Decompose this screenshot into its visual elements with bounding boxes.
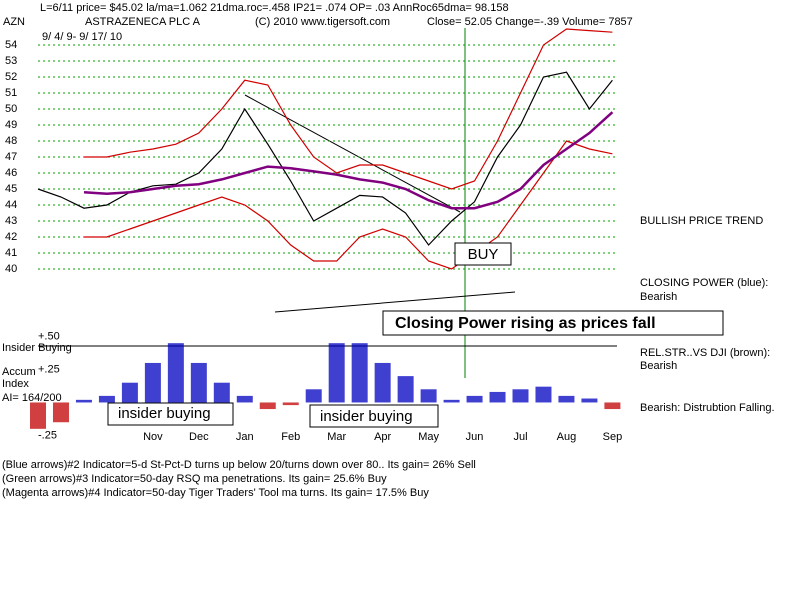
y-tick-label: 40: [5, 263, 17, 275]
y-tick-label: 51: [5, 87, 17, 99]
x-tick-label: Jun: [466, 431, 484, 443]
y-tick-label: 45: [5, 183, 17, 195]
trendline: [244, 94, 461, 213]
cp-title: CLOSING POWER (blue):: [640, 277, 768, 289]
note-box: [107, 402, 234, 426]
trend-label: BULLISH PRICE TREND: [640, 215, 763, 227]
dist-label: Bearish: Distrubtion Falling.: [640, 402, 775, 414]
trendline: [274, 291, 516, 313]
accum-bar: [213, 382, 230, 403]
accum-bar: [489, 391, 506, 403]
accum-bar: [604, 402, 621, 410]
date-range: 9/ 4/ 9- 9/ 17/ 10: [42, 31, 122, 43]
accum-bar: [30, 402, 46, 429]
accum-bar: [397, 376, 414, 403]
accum-bar: [420, 389, 437, 403]
footer-line: (Green arrows)#3 Indicator=50-day RSQ ma…: [2, 473, 387, 485]
x-tick-label: Jan: [236, 431, 254, 443]
accum-bar: [581, 398, 598, 403]
insider-label: Insider Buying: [2, 342, 72, 354]
y-tick-label: 49: [5, 119, 17, 131]
x-tick-label: Sep: [603, 431, 623, 443]
plots: 40 41 42 43 44 45 46 47 48 49 50 51 52 53 54 +.50 +.25 -.…: [5, 28, 623, 443]
accum-bar: [512, 389, 529, 403]
accum-bar: [236, 395, 253, 403]
rs-title: REL.STR..VS DJI (brown):: [640, 347, 770, 359]
accum-bar: [282, 402, 299, 406]
x-tick-label: Feb: [281, 431, 300, 443]
cp-note: Closing Power rising as prices fall: [395, 315, 656, 332]
x-tick-label: May: [418, 431, 439, 443]
accum-bar: [167, 343, 184, 403]
x-tick-label: Dec: [189, 431, 209, 443]
y-tick-label: 54: [5, 39, 17, 51]
accum-bar: [52, 402, 69, 423]
insider-note: insider buying: [320, 408, 413, 425]
y-tick-label: 44: [5, 199, 17, 211]
price-line: [84, 28, 613, 190]
y-tick-label: 48: [5, 135, 17, 147]
accum-bar: [190, 362, 207, 403]
accum-label: Accum: [2, 366, 36, 378]
insider-note: insider buying: [118, 405, 211, 422]
rs-value: Bearish: [640, 360, 677, 372]
y-tick-label: 43: [5, 215, 17, 227]
footer-line: (Blue arrows)#2 Indicator=5-d St-Pct-D t…: [2, 459, 476, 471]
accum-bar: [75, 399, 92, 403]
accum-bar: [98, 395, 115, 403]
y-tick-label: 42: [5, 231, 17, 243]
y-tick-label: 46: [5, 167, 17, 179]
copyright: (C) 2010 www.tigersoft.com: [255, 16, 390, 28]
x-tick-label: Nov: [143, 431, 163, 443]
price-line: [84, 140, 613, 270]
price-line: [83, 111, 614, 210]
x-tick-label: Aug: [557, 431, 577, 443]
accum-bar: [121, 382, 138, 403]
x-tick-label: Jul: [513, 431, 527, 443]
header-line: L=6/11 price= $45.02 la/ma=1.062 21dma.r…: [40, 2, 509, 14]
x-tick-label: Apr: [374, 431, 391, 443]
note-box: [309, 404, 439, 428]
y-tick-label: 50: [5, 103, 17, 115]
note-box: [382, 310, 724, 336]
x-tick-label: Mar: [327, 431, 346, 443]
cp-value: Bearish: [640, 291, 677, 303]
symbol: AZN: [3, 16, 25, 28]
accum-bar: [351, 343, 368, 403]
y-tick-label: 53: [5, 55, 17, 67]
y-tick-label: 52: [5, 71, 17, 83]
y-tick-label: 47: [5, 151, 17, 163]
buy-label: BUY: [468, 246, 499, 263]
accum-bar: [374, 362, 391, 403]
quote: Close= 52.05 Change=-.39 Volume= 7857: [427, 16, 633, 28]
ai-label: AI= 164/200: [2, 392, 62, 404]
buy-box: [454, 242, 512, 266]
accum-bar: [535, 386, 552, 403]
accum-bar: [305, 389, 322, 403]
accum-bar: [328, 343, 345, 403]
y-tick-label: -.25: [38, 429, 57, 441]
accum-label: Index: [2, 378, 29, 390]
price-line: [37, 71, 613, 246]
y-tick-label: +.25: [38, 363, 60, 375]
accum-bar: [558, 395, 575, 403]
accum-bar: [443, 399, 460, 403]
company: ASTRAZENECA PLC A: [85, 16, 201, 28]
accum-bar: [259, 402, 276, 410]
y-tick-label: 41: [5, 247, 17, 259]
accum-bar: [466, 395, 483, 403]
footer-line: (Magenta arrows)#4 Indicator=50-day Tige…: [2, 487, 429, 499]
accum-bar: [144, 362, 161, 403]
y-tick-label: +.50: [38, 330, 60, 342]
